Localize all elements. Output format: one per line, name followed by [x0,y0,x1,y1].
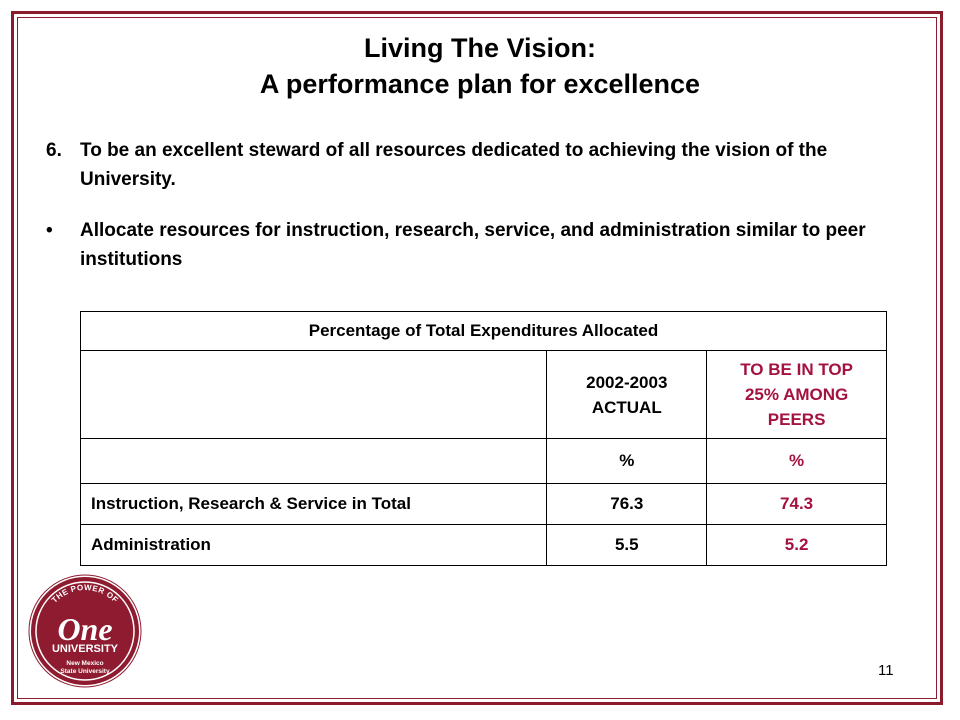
table-row: Instruction, Research & Service in Total… [79,483,887,525]
header-target-line-3: PEERS [767,410,826,429]
header-target-line-1: TO BE IN TOP [740,360,853,379]
row-label: Instruction, Research & Service in Total [79,483,548,525]
slide-border-outer [11,11,943,705]
expenditure-table: Percentage of Total Expenditures Allocat… [79,311,887,566]
bullet-icon: • [46,220,53,241]
unit-actual: % [546,438,708,484]
row-actual: 5.5 [546,524,708,566]
table-row: Administration 5.5 5.2 [79,524,887,566]
svg-text:One: One [57,611,112,647]
unit-target: % [706,438,887,484]
header-actual: 2002-2003 ACTUAL [546,350,708,439]
bullet-text: Allocate resources for instruction, rese… [80,220,866,270]
title-line-2: A performance plan for excellence [259,69,701,99]
svg-text:UNIVERSITY: UNIVERSITY [52,643,119,655]
slide-title: Living The Vision: A performance plan fo… [0,30,960,102]
header-actual-line-1: 2002-2003 [586,372,668,392]
page-number: 11 [878,662,894,679]
row-target: 74.3 [706,483,887,525]
svg-text:State University: State University [60,668,110,675]
header-target-line-2: 25% AMONG [744,385,849,404]
row-label: Administration [79,524,548,566]
units-blank-cell [79,438,548,484]
slide-border-inner [17,17,937,699]
row-actual: 76.3 [546,483,708,525]
header-actual-line-2: ACTUAL [591,397,662,417]
row-target: 5.2 [706,524,887,566]
table-caption: Percentage of Total Expenditures Allocat… [80,311,887,351]
svg-text:New Mexico: New Mexico [66,660,103,667]
point-text: To be an excellent steward of all resour… [80,140,828,190]
title-line-1: Living The Vision: [363,33,597,63]
header-target: TO BE IN TOP 25% AMONG PEERS [706,350,887,439]
header-blank-cell [79,350,548,439]
one-university-logo: THE POWER OF One UNIVERSITY New Mexico S… [28,574,142,688]
point-number: 6. [46,140,62,161]
